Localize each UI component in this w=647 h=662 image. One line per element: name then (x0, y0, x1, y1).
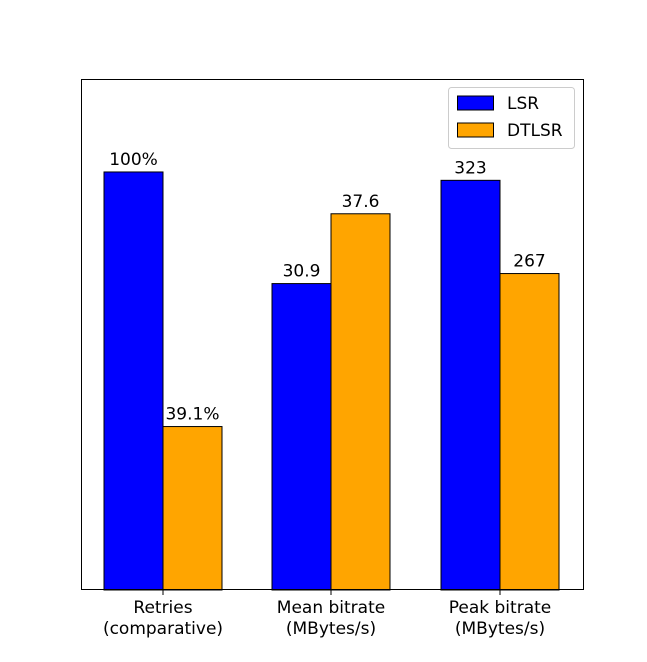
bar-lsr-2 (271, 283, 332, 591)
value-label-dtlsr-3: 267 (513, 252, 545, 272)
value-label-lsr-1: 100% (109, 150, 158, 170)
legend-swatch-dtlsr (457, 122, 494, 138)
bar-lsr-1 (103, 171, 164, 591)
plot-frame (81, 79, 584, 590)
legend-label-dtlsr: DTLSR (507, 121, 563, 141)
value-label-dtlsr-2: 37.6 (342, 192, 380, 212)
x-tick-label-2: Mean bitrate (MBytes/s) (277, 598, 385, 639)
bar-dtlsr-2 (330, 213, 391, 591)
value-label-lsr-2: 30.9 (283, 262, 321, 282)
legend-label-lsr: LSR (507, 94, 539, 114)
bar-dtlsr-1 (162, 426, 223, 591)
x-tick-layer: Retries (comparative) Mean bitrate (MBytes/… (103, 590, 551, 639)
x-tick-label-1: Retries (comparative) (103, 598, 223, 639)
x-tick-label-3: Peak bitrate (MBytes/s) (449, 598, 551, 639)
bars-layer (103, 171, 560, 591)
legend: LSR DTLSR (448, 87, 575, 149)
bar-lsr-3 (440, 179, 501, 591)
value-labels-layer: 100% 30.9 323 39.1% 37.6 267 (109, 150, 546, 425)
legend-swatch-lsr (457, 95, 494, 111)
bar-dtlsr-3 (499, 273, 560, 591)
value-label-dtlsr-1: 39.1% (165, 405, 219, 425)
value-label-lsr-3: 323 (454, 158, 486, 178)
